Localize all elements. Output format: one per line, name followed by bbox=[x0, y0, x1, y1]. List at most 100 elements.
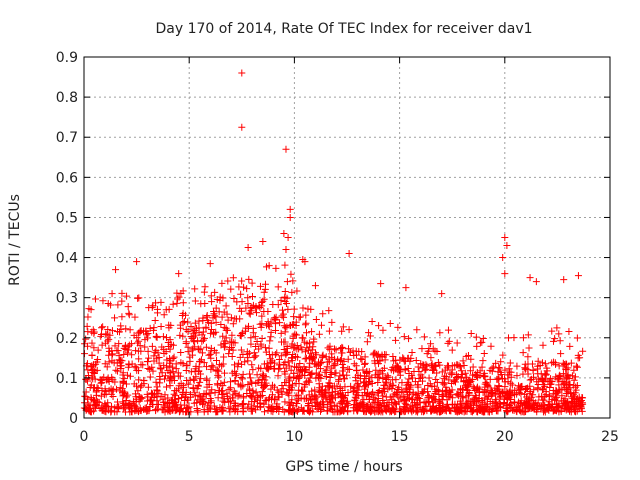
roti-point bbox=[433, 408, 441, 416]
roti-point bbox=[219, 332, 227, 340]
roti-point bbox=[253, 371, 261, 379]
roti-point-outlier bbox=[282, 246, 290, 254]
roti-point-outlier bbox=[280, 229, 288, 237]
roti-point bbox=[430, 362, 438, 370]
roti-point bbox=[283, 278, 291, 286]
roti-point bbox=[344, 355, 352, 363]
roti-point bbox=[116, 357, 124, 365]
roti-point bbox=[339, 323, 347, 331]
roti-point bbox=[114, 327, 122, 335]
roti-point bbox=[448, 346, 456, 354]
roti-point bbox=[369, 406, 377, 414]
roti-point bbox=[301, 355, 309, 363]
roti-point bbox=[386, 319, 394, 327]
roti-point bbox=[191, 389, 199, 397]
roti-point bbox=[189, 326, 197, 334]
roti-point-outlier bbox=[286, 205, 294, 213]
roti-point bbox=[179, 389, 187, 397]
roti-point bbox=[142, 404, 150, 412]
roti-point bbox=[265, 344, 273, 352]
roti-point bbox=[118, 297, 126, 305]
roti-point bbox=[229, 320, 237, 328]
roti-point bbox=[219, 382, 227, 390]
roti-point bbox=[200, 288, 208, 296]
roti-point bbox=[344, 397, 352, 405]
roti-point bbox=[375, 406, 383, 414]
roti-point bbox=[287, 270, 295, 278]
roti-point bbox=[103, 331, 111, 339]
roti-point bbox=[376, 368, 384, 376]
roti-point bbox=[153, 305, 161, 313]
roti-point bbox=[207, 292, 215, 300]
chart-title: Day 170 of 2014, Rate Of TEC Index for r… bbox=[155, 21, 532, 37]
roti-point bbox=[290, 369, 298, 377]
roti-point bbox=[401, 366, 409, 374]
roti-point bbox=[559, 359, 567, 367]
roti-point bbox=[289, 406, 297, 414]
roti-point bbox=[94, 356, 102, 364]
roti-point bbox=[281, 398, 289, 406]
roti-point bbox=[427, 340, 435, 348]
roti-point bbox=[458, 400, 466, 408]
roti-point bbox=[132, 347, 140, 355]
roti-point bbox=[392, 376, 400, 384]
roti-point bbox=[466, 367, 474, 375]
roti-point bbox=[303, 329, 310, 337]
roti-point bbox=[177, 359, 185, 367]
roti-point bbox=[266, 337, 274, 345]
roti-point bbox=[539, 401, 547, 409]
roti-point bbox=[288, 396, 296, 404]
roti-point bbox=[545, 406, 553, 414]
roti-point bbox=[442, 403, 450, 411]
roti-point bbox=[394, 385, 402, 393]
roti-point bbox=[166, 336, 174, 344]
roti-point bbox=[152, 346, 160, 354]
roti-point bbox=[84, 377, 92, 385]
roti-point bbox=[332, 346, 340, 354]
roti-point bbox=[131, 313, 139, 321]
roti-point bbox=[287, 321, 295, 329]
roti-point bbox=[92, 400, 100, 408]
roti-point bbox=[205, 404, 213, 412]
roti-point bbox=[429, 406, 437, 414]
roti-point bbox=[534, 362, 542, 370]
roti-point bbox=[265, 323, 273, 331]
roti-point bbox=[231, 361, 238, 369]
roti-point-outlier bbox=[206, 260, 214, 268]
roti-point bbox=[319, 351, 327, 359]
roti-point bbox=[84, 313, 92, 321]
roti-point-outlier bbox=[133, 258, 141, 266]
roti-point bbox=[309, 343, 317, 351]
roti-point bbox=[146, 373, 154, 381]
roti-point bbox=[248, 279, 256, 287]
roti-point bbox=[499, 389, 507, 397]
roti-point bbox=[550, 358, 558, 366]
roti-point bbox=[439, 402, 447, 410]
roti-point bbox=[308, 402, 316, 410]
roti-point bbox=[164, 394, 172, 402]
roti-point bbox=[519, 334, 527, 342]
roti-point bbox=[97, 332, 105, 340]
y-tick-label: 0.7 bbox=[56, 130, 78, 146]
roti-point bbox=[207, 319, 215, 327]
roti-point bbox=[274, 372, 282, 380]
roti-point bbox=[483, 400, 491, 408]
roti-point bbox=[242, 304, 250, 312]
roti-point bbox=[409, 390, 417, 398]
roti-point bbox=[214, 394, 222, 402]
roti-point bbox=[272, 264, 280, 272]
roti-point bbox=[98, 324, 106, 332]
roti-point bbox=[211, 389, 219, 397]
roti-point bbox=[171, 387, 179, 395]
roti-point bbox=[447, 379, 455, 387]
roti-point bbox=[289, 332, 297, 340]
roti-point bbox=[296, 313, 304, 321]
roti-point bbox=[125, 311, 133, 319]
roti-point bbox=[193, 404, 201, 412]
roti-point bbox=[261, 344, 269, 352]
roti-point bbox=[305, 378, 313, 386]
roti-point bbox=[376, 357, 384, 365]
roti-point bbox=[244, 403, 252, 411]
y-tick-label: 0.5 bbox=[56, 210, 78, 226]
roti-point bbox=[149, 401, 157, 409]
